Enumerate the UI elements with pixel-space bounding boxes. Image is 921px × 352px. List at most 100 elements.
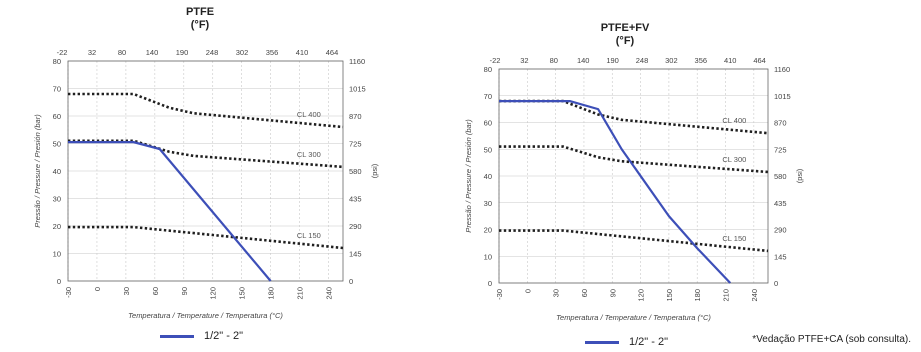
x-top-tick-label: -22 [490, 56, 501, 65]
x-top-tick-label: 356 [266, 48, 279, 57]
chart-title-ptfe: PTFE (°F) [160, 6, 240, 32]
x-tick-label: 30 [552, 289, 561, 297]
class-line-label: CL 400 [297, 110, 321, 119]
y-axis-label: Pressão / Pressure / Presión (bar) [464, 119, 473, 233]
y-right-tick-label: 145 [774, 252, 787, 261]
x-tick-label: 60 [151, 287, 160, 295]
chart-ptfe-fv: 0 10 20 30 40 50 60 70 80 0 145 290 435 580 725 870 1015… [464, 56, 804, 322]
plot-frame [498, 68, 769, 284]
x-top-tick-label: 302 [236, 48, 249, 57]
x-top-tick-label: 190 [606, 56, 619, 65]
x-tick-label: 120 [637, 289, 646, 302]
legend-label: 1/2" - 2" [629, 336, 668, 348]
y-right-tick-label: 290 [349, 222, 362, 231]
x-top-tick-label: 464 [753, 56, 766, 65]
class-line [499, 99, 769, 135]
x-axis-label: Temperatura / Temperature / Temperatura … [128, 311, 283, 320]
x-top-tick-label: 464 [326, 48, 339, 57]
y-tick-label: 10 [484, 252, 492, 261]
legend-ptfe-fv: 1/2" - 2" [585, 336, 668, 348]
x-tick-label: 240 [750, 289, 759, 302]
legend-swatch [585, 340, 619, 344]
y-tick-label: 80 [53, 57, 61, 66]
y-right-tick-label: 1015 [774, 92, 791, 101]
chart-subtitle-text: (°F) [190, 19, 210, 31]
class-line-label: CL 300 [297, 150, 321, 159]
y-right-tick-label: 725 [349, 140, 362, 149]
y-tick-label: 60 [484, 119, 492, 128]
class-line [68, 92, 344, 129]
chart-ptfe: 0 10 20 30 40 50 60 70 80 0 145 290 435 580 725 870 1015… [33, 48, 379, 320]
y-right-axis-label: (psi) [795, 168, 804, 183]
y-right-tick-label: 1160 [349, 57, 365, 66]
x-tick-label: 180 [693, 289, 702, 302]
y-right-tick-label: 1160 [774, 65, 790, 74]
y-right-tick-label: 580 [774, 172, 787, 181]
x-tick-label: 90 [180, 287, 189, 295]
y-tick-label: 80 [484, 65, 492, 74]
x-top-tick-label: 302 [665, 56, 678, 65]
x-tick-label: -30 [64, 287, 73, 298]
y-right-tick-label: 435 [774, 199, 787, 208]
x-axis-label: Temperatura / Temperature / Temperatura … [556, 313, 711, 322]
x-top-tick-label: 80 [550, 56, 558, 65]
y-right-tick-label: 0 [349, 277, 353, 286]
x-top-tick-label: 80 [118, 48, 126, 57]
y-tick-label: 40 [53, 167, 61, 176]
x-top-tick-label: 410 [296, 48, 309, 57]
y-tick-label: 70 [484, 92, 492, 101]
legend-swatch [160, 334, 194, 338]
chart-subtitle-text: (°F) [615, 35, 635, 47]
class-line-label: CL 150 [297, 231, 321, 240]
y-right-axis-label: (psi) [370, 163, 379, 178]
y-tick-label: 20 [53, 222, 61, 231]
x-tick-label: 240 [325, 287, 334, 300]
x-top-tick-label: 248 [206, 48, 219, 57]
x-tick-label: 150 [238, 287, 247, 300]
x-tick-label: 30 [122, 287, 131, 295]
x-top-tick-label: 248 [636, 56, 649, 65]
footnote: *Vedação PTFE+CA (sob consulta). [752, 334, 911, 345]
x-top-tick-label: 140 [146, 48, 159, 57]
series-line [499, 99, 732, 284]
y-right-tick-label: 290 [774, 226, 787, 235]
y-right-tick-label: 145 [349, 250, 362, 259]
x-top-tick-label: 356 [695, 56, 708, 65]
x-top-tick-label: 140 [577, 56, 590, 65]
chart-title-text: PTFE+FV [600, 22, 650, 34]
y-right-tick-label: 435 [349, 195, 362, 204]
chart-title-text: PTFE [185, 6, 215, 18]
y-right-tick-label: 0 [774, 279, 778, 288]
class-line-label: CL 300 [722, 155, 746, 164]
x-tick-label: 90 [608, 289, 617, 297]
y-tick-label: 30 [53, 195, 61, 204]
x-tick-label: 210 [722, 289, 731, 302]
legend-label: 1/2" - 2" [204, 330, 243, 342]
x-tick-label: -30 [495, 289, 504, 300]
chart-title-ptfe-fv: PTFE+FV (°F) [585, 22, 665, 48]
x-tick-label: 180 [267, 287, 276, 300]
y-right-tick-label: 870 [349, 112, 362, 121]
class-line [499, 229, 769, 253]
series-line [68, 141, 272, 282]
x-top-tick-label: 190 [176, 48, 189, 57]
y-right-tick-label: 725 [774, 145, 787, 154]
legend-ptfe: 1/2" - 2" [160, 330, 243, 342]
y-axis-label: Pressão / Pressure / Presión (bar) [33, 114, 42, 228]
y-right-tick-label: 1015 [349, 85, 366, 94]
y-tick-label: 0 [488, 279, 492, 288]
x-top-tick-label: -22 [57, 48, 68, 57]
y-tick-label: 30 [484, 199, 492, 208]
x-tick-label: 150 [665, 289, 674, 302]
x-tick-label: 120 [209, 287, 218, 300]
y-tick-label: 40 [484, 172, 492, 181]
x-tick-label: 0 [523, 289, 532, 293]
x-top-tick-label: 32 [88, 48, 96, 57]
y-tick-label: 70 [53, 85, 61, 94]
x-tick-label: 0 [93, 287, 102, 291]
class-line [499, 145, 769, 174]
class-line [68, 139, 344, 169]
plot-frame [67, 60, 344, 282]
y-tick-label: 20 [484, 226, 492, 235]
